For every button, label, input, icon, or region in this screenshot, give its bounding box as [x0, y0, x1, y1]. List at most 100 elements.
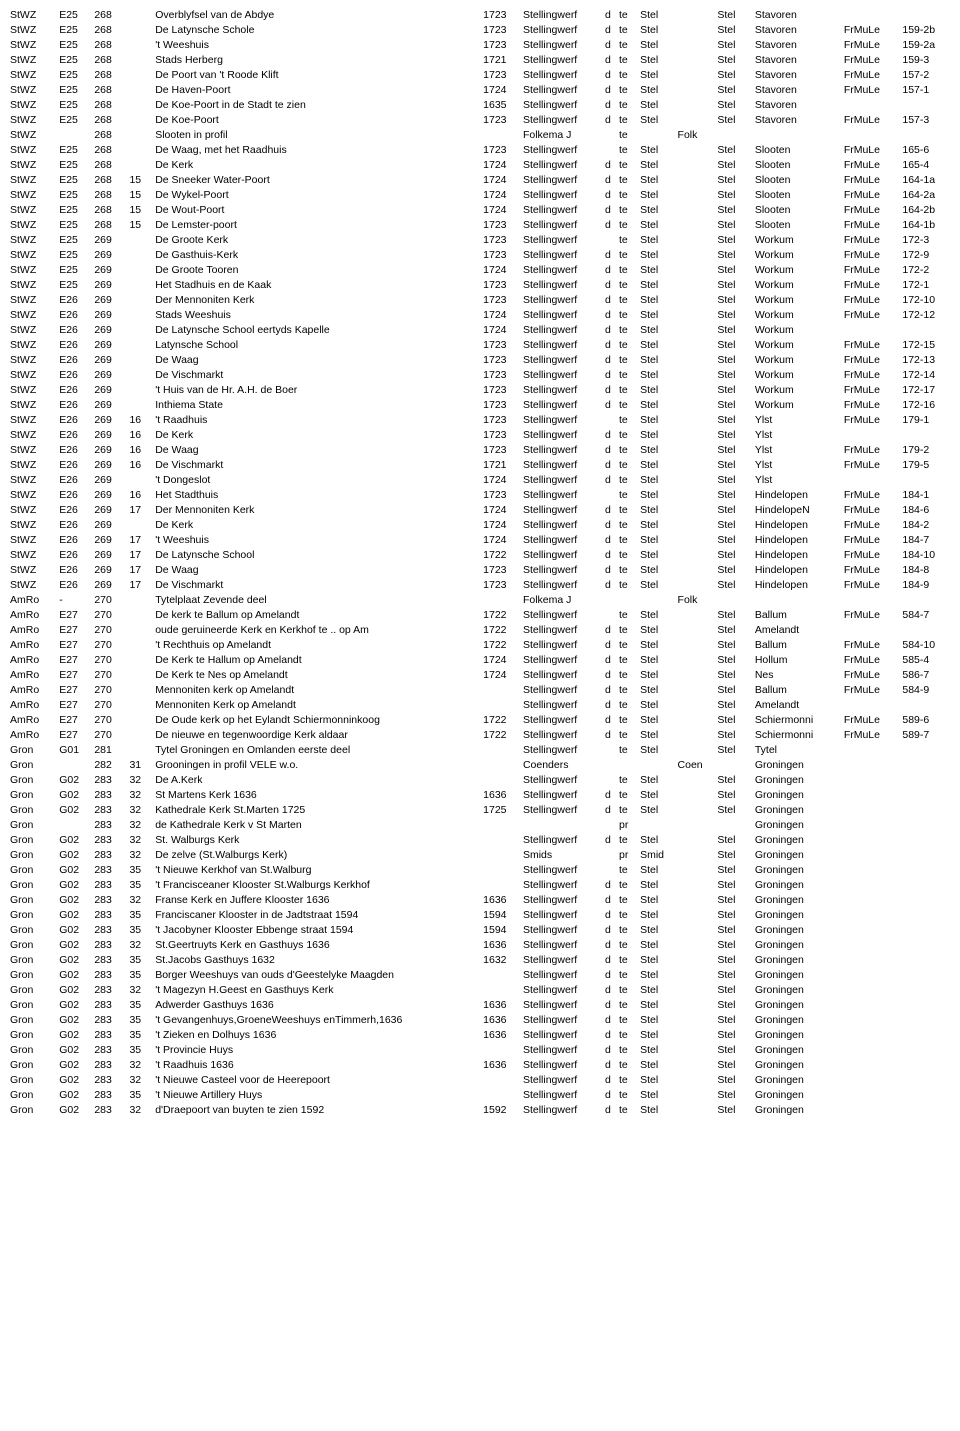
table-cell: 1636 — [481, 1058, 521, 1073]
table-cell: Stel — [715, 248, 752, 263]
table-row: StWZE26269De Waag1723StellingwerfdteStel… — [8, 353, 952, 368]
table-cell: Kathedrale Kerk St.Marten 1725 — [153, 803, 481, 818]
table-cell: De Haven-Poort — [153, 83, 481, 98]
table-cell: Stel — [638, 578, 675, 593]
table-cell: StWZ — [8, 8, 57, 23]
table-cell: 159-2a — [900, 38, 952, 53]
table-cell: Stel — [638, 158, 675, 173]
table-cell: Franse Kerk en Juffere Klooster 1636 — [153, 893, 481, 908]
table-cell — [676, 83, 716, 98]
table-cell: E27 — [57, 668, 92, 683]
table-cell: De Waag — [153, 563, 481, 578]
table-cell: 't Raadhuis 1636 — [153, 1058, 481, 1073]
table-cell — [603, 818, 617, 833]
table-cell: te — [617, 743, 638, 758]
table-cell: d — [603, 293, 617, 308]
table-cell — [676, 173, 716, 188]
table-cell — [127, 308, 153, 323]
table-cell — [521, 818, 603, 833]
table-cell — [481, 878, 521, 893]
table-cell: G02 — [57, 788, 92, 803]
table-cell: Stellingwerf — [521, 488, 603, 503]
table-cell: 172-3 — [900, 233, 952, 248]
table-cell: StWZ — [8, 38, 57, 53]
table-cell: Stellingwerf — [521, 158, 603, 173]
table-cell: Workum — [753, 398, 842, 413]
table-cell: Stel — [638, 983, 675, 998]
table-row: GronG0228335't Nieuwe Artillery HuysStel… — [8, 1088, 952, 1103]
table-cell: d — [603, 878, 617, 893]
table-cell: 269 — [92, 308, 127, 323]
table-cell: Stel — [715, 338, 752, 353]
table-cell: StWZ — [8, 23, 57, 38]
table-cell: te — [617, 503, 638, 518]
table-row: StWZE2626917't Weeshuis1724Stellingwerfd… — [8, 533, 952, 548]
table-cell: te — [617, 683, 638, 698]
table-cell: Inthiema State — [153, 398, 481, 413]
table-cell — [481, 698, 521, 713]
table-cell: Stellingwerf — [521, 413, 603, 428]
table-cell: te — [617, 1043, 638, 1058]
table-cell: 586-7 — [900, 668, 952, 683]
table-cell: De Latynsche Schole — [153, 23, 481, 38]
table-cell: 32 — [127, 1073, 153, 1088]
table-cell: E26 — [57, 488, 92, 503]
table-cell: G02 — [57, 1028, 92, 1043]
table-cell: Stel — [715, 1073, 752, 1088]
table-cell — [127, 518, 153, 533]
table-cell: FrMuLe — [842, 293, 901, 308]
table-cell: d — [603, 263, 617, 278]
table-cell: Stellingwerf — [521, 248, 603, 263]
table-cell: Stel — [715, 218, 752, 233]
table-cell: Stellingwerf — [521, 953, 603, 968]
table-cell: te — [617, 23, 638, 38]
table-cell: 1635 — [481, 98, 521, 113]
table-row: GronG0228335't Francisceaner Klooster St… — [8, 878, 952, 893]
table-cell: 1724 — [481, 503, 521, 518]
table-cell: te — [617, 1103, 638, 1118]
table-cell: 1723 — [481, 38, 521, 53]
table-cell: St.Geertruyts Kerk en Gasthuys 1636 — [153, 938, 481, 953]
table-cell: 269 — [92, 233, 127, 248]
table-cell: Stel — [715, 1103, 752, 1118]
table-cell: 1721 — [481, 458, 521, 473]
table-cell — [676, 323, 716, 338]
table-cell: Gron — [8, 863, 57, 878]
table-cell — [676, 848, 716, 863]
table-cell: StWZ — [8, 473, 57, 488]
table-cell: Stel — [638, 278, 675, 293]
table-cell: Hindelopen — [753, 563, 842, 578]
table-cell: 1723 — [481, 413, 521, 428]
table-cell: d — [603, 1013, 617, 1028]
table-cell — [900, 98, 952, 113]
table-cell: De Kerk — [153, 428, 481, 443]
table-cell: 584-10 — [900, 638, 952, 653]
table-cell: d — [603, 23, 617, 38]
table-cell: Stel — [715, 173, 752, 188]
table-cell: Coen — [676, 758, 716, 773]
table-cell: Tytel — [753, 743, 842, 758]
table-cell: E26 — [57, 458, 92, 473]
table-cell: Stel — [638, 1028, 675, 1043]
table-cell: d — [603, 923, 617, 938]
table-cell: Hindelopen — [753, 533, 842, 548]
table-cell: 172-15 — [900, 338, 952, 353]
table-cell: Stel — [715, 848, 752, 863]
table-cell: d — [603, 533, 617, 548]
table-cell: Groningen — [753, 803, 842, 818]
table-cell: Stel — [715, 308, 752, 323]
table-cell: Stel — [638, 173, 675, 188]
table-cell — [842, 938, 901, 953]
table-cell — [127, 83, 153, 98]
records-table: StWZE25268Overblyfsel van de Abdye1723St… — [8, 8, 952, 1118]
table-cell: Nes — [753, 668, 842, 683]
table-cell: Stellingwerf — [521, 398, 603, 413]
table-cell: 32 — [127, 893, 153, 908]
table-cell — [481, 758, 521, 773]
table-cell: FrMuLe — [842, 668, 901, 683]
table-cell — [842, 593, 901, 608]
table-cell: FrMuLe — [842, 203, 901, 218]
table-cell — [676, 863, 716, 878]
table-cell: Schiermonni — [753, 713, 842, 728]
table-cell: te — [617, 653, 638, 668]
